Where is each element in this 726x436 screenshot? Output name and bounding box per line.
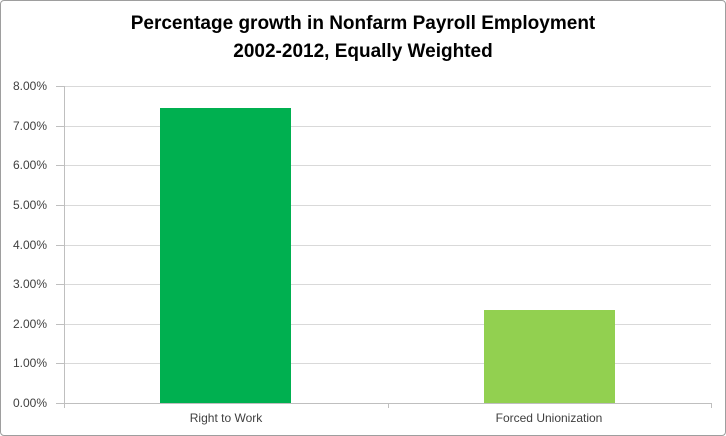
gridline — [64, 324, 711, 325]
y-axis-tick — [56, 284, 64, 285]
x-category-label-right-to-work: Right to Work — [189, 411, 263, 425]
chart-title: Percentage growth in Nonfarm Payroll Emp… — [1, 10, 725, 66]
y-axis-tick-label: 4.00% — [12, 238, 47, 252]
chart-title-line-2: 2002-2012, Equally Weighted — [233, 41, 493, 62]
y-axis-tick — [56, 86, 64, 87]
y-axis-tick-label: 6.00% — [12, 158, 47, 172]
y-axis-tick-label: 2.00% — [12, 317, 47, 331]
chart-title-line-1: Percentage growth in Nonfarm Payroll Emp… — [130, 13, 596, 34]
y-axis-tick — [56, 245, 64, 246]
y-axis-tick — [56, 126, 64, 127]
gridline — [64, 165, 711, 166]
bar-forced-unionization — [484, 310, 615, 403]
gridline — [64, 284, 711, 285]
y-axis-line — [64, 86, 65, 403]
gridline — [64, 245, 711, 246]
x-axis-tick — [711, 403, 712, 408]
y-axis-tick — [56, 403, 64, 404]
gridline — [64, 86, 711, 87]
bar-right-to-work — [160, 108, 291, 403]
gridline — [64, 363, 711, 364]
x-axis-line — [64, 403, 711, 404]
gridline — [64, 126, 711, 127]
y-axis-tick-label: 0.00% — [12, 396, 47, 410]
plot-area — [64, 86, 711, 403]
y-axis-tick — [56, 324, 64, 325]
y-axis-tick-label: 3.00% — [12, 277, 47, 291]
y-axis-tick-label: 8.00% — [12, 79, 47, 93]
x-axis-tick — [388, 403, 389, 408]
y-axis-tick — [56, 205, 64, 206]
y-axis-tick-label: 1.00% — [12, 356, 47, 370]
x-category-label-forced-unionization: Forced Unionization — [495, 411, 603, 425]
x-axis-tick — [64, 403, 65, 408]
y-axis-tick — [56, 363, 64, 364]
y-axis-tick-label: 7.00% — [12, 119, 47, 133]
y-axis-tick — [56, 165, 64, 166]
y-axis-tick-label: 5.00% — [12, 198, 47, 212]
gridline — [64, 205, 711, 206]
